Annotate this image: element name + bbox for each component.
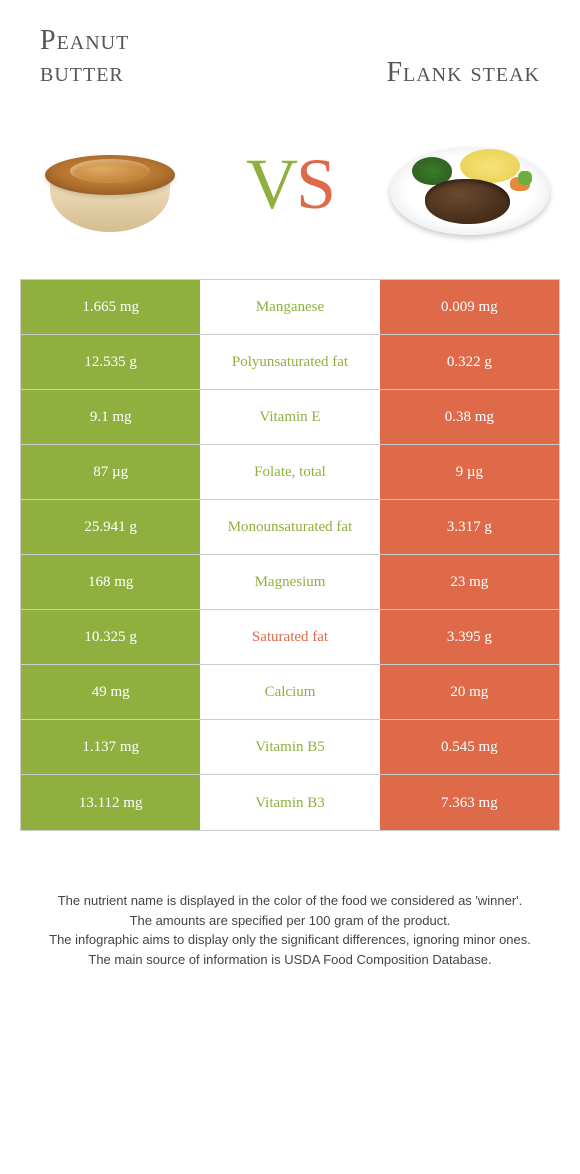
- peanut-butter-image: [25, 119, 195, 249]
- value-left: 87 µg: [21, 445, 200, 499]
- title-left: Peanut butter: [40, 25, 129, 89]
- hero-row: VS: [0, 99, 580, 279]
- title-left-line1: Peanut: [40, 25, 129, 56]
- value-left: 9.1 mg: [21, 390, 200, 444]
- vs-v: V: [246, 143, 296, 226]
- value-left: 10.325 g: [21, 610, 200, 664]
- table-row: 9.1 mgVitamin E0.38 mg: [21, 390, 559, 445]
- value-left: 12.535 g: [21, 335, 200, 389]
- table-row: 168 mgMagnesium23 mg: [21, 555, 559, 610]
- footer-notes: The nutrient name is displayed in the co…: [0, 831, 580, 969]
- value-left: 49 mg: [21, 665, 200, 719]
- value-right: 23 mg: [380, 555, 559, 609]
- title-left-line2: butter: [40, 57, 124, 88]
- table-row: 87 µgFolate, total9 µg: [21, 445, 559, 500]
- value-right: 0.38 mg: [380, 390, 559, 444]
- nutrient-name: Folate, total: [200, 445, 379, 499]
- table-row: 12.535 gPolyunsaturated fat0.322 g: [21, 335, 559, 390]
- nutrient-name: Polyunsaturated fat: [200, 335, 379, 389]
- value-left: 1.137 mg: [21, 720, 200, 774]
- value-left: 168 mg: [21, 555, 200, 609]
- footer-line: The nutrient name is displayed in the co…: [30, 891, 550, 911]
- value-right: 0.545 mg: [380, 720, 559, 774]
- title-right: Flank steak: [386, 57, 540, 89]
- vs-label: VS: [246, 143, 334, 226]
- nutrient-name: Vitamin B3: [200, 775, 379, 830]
- table-row: 1.665 mgManganese0.009 mg: [21, 280, 559, 335]
- value-right: 0.322 g: [380, 335, 559, 389]
- nutrient-name: Vitamin B5: [200, 720, 379, 774]
- value-right: 7.363 mg: [380, 775, 559, 830]
- nutrient-name: Manganese: [200, 280, 379, 334]
- footer-line: The main source of information is USDA F…: [30, 950, 550, 970]
- footer-line: The amounts are specified per 100 gram o…: [30, 911, 550, 931]
- value-left: 1.665 mg: [21, 280, 200, 334]
- value-right: 3.395 g: [380, 610, 559, 664]
- value-right: 20 mg: [380, 665, 559, 719]
- value-left: 25.941 g: [21, 500, 200, 554]
- value-right: 0.009 mg: [380, 280, 559, 334]
- value-right: 3.317 g: [380, 500, 559, 554]
- nutrient-name: Monounsaturated fat: [200, 500, 379, 554]
- value-left: 13.112 mg: [21, 775, 200, 830]
- value-right: 9 µg: [380, 445, 559, 499]
- table-row: 1.137 mgVitamin B50.545 mg: [21, 720, 559, 775]
- nutrient-name: Vitamin E: [200, 390, 379, 444]
- header: Peanut butter Flank steak: [0, 0, 580, 99]
- nutrient-name: Magnesium: [200, 555, 379, 609]
- table-row: 13.112 mgVitamin B37.363 mg: [21, 775, 559, 830]
- nutrient-table: 1.665 mgManganese0.009 mg12.535 gPolyuns…: [20, 279, 560, 831]
- table-row: 25.941 gMonounsaturated fat3.317 g: [21, 500, 559, 555]
- nutrient-name: Saturated fat: [200, 610, 379, 664]
- flank-steak-image: [385, 119, 555, 249]
- vs-s: S: [296, 143, 334, 226]
- nutrient-name: Calcium: [200, 665, 379, 719]
- footer-line: The infographic aims to display only the…: [30, 930, 550, 950]
- table-row: 49 mgCalcium20 mg: [21, 665, 559, 720]
- table-row: 10.325 gSaturated fat3.395 g: [21, 610, 559, 665]
